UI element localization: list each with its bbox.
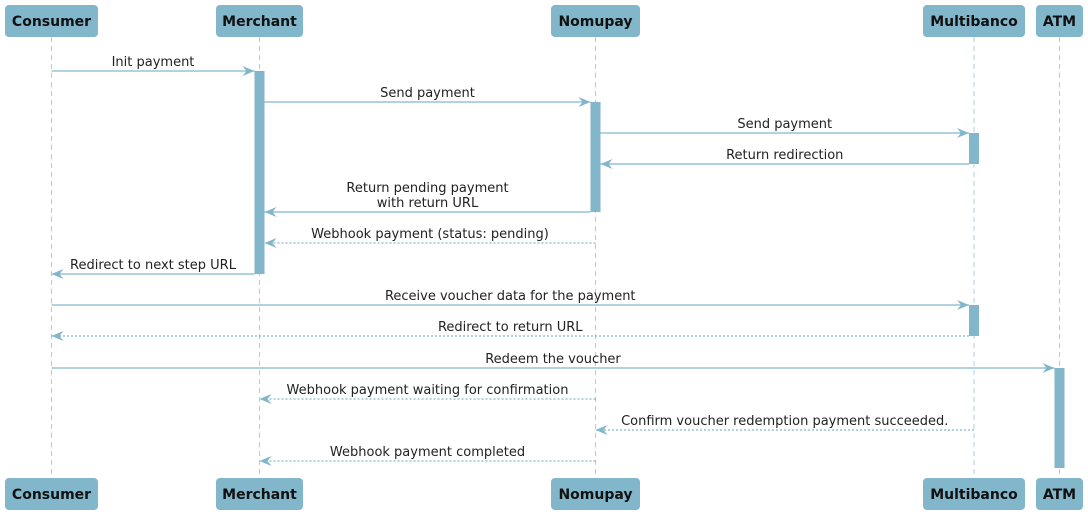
participant-box <box>923 478 1025 510</box>
arrowhead-icon <box>259 394 272 404</box>
message-4: Return redirection <box>600 148 969 169</box>
participant-multibanco-top: Multibanco <box>923 5 1025 37</box>
participant-label: Multibanco <box>930 14 1018 30</box>
participant-label: Consumer <box>12 14 91 30</box>
participant-merchant-top: Merchant <box>216 5 303 37</box>
arrowhead-icon <box>600 159 613 169</box>
message-label: Send payment <box>737 117 832 132</box>
arrowhead-icon <box>595 425 608 435</box>
message-label: Webhook payment waiting for confirmation <box>287 383 569 398</box>
participant-label: ATM <box>1043 487 1076 503</box>
participant-label: Merchant <box>222 14 297 30</box>
participant-merchant-bottom: Merchant <box>216 478 303 510</box>
participant-label: Merchant <box>222 487 297 503</box>
message-8: Receive voucher data for the payment <box>51 289 969 310</box>
arrowhead-icon <box>957 300 969 310</box>
message-7: Redirect to next step URL <box>51 258 255 279</box>
participant-label: ATM <box>1043 14 1076 30</box>
participant-nomupay-bottom: Nomupay <box>551 478 640 510</box>
message-11: Webhook payment waiting for confirmation <box>259 383 596 404</box>
participant-box <box>5 478 98 510</box>
participant-label: Multibanco <box>930 487 1018 503</box>
arrowhead-icon <box>51 269 64 279</box>
participant-atm-top: ATM <box>1036 5 1083 37</box>
arrowhead-icon <box>51 331 64 341</box>
message-label: Return redirection <box>726 148 843 163</box>
activation-bar-multibanco <box>969 133 979 164</box>
message-label: Redirect to next step URL <box>70 258 237 273</box>
activation-bar-multibanco <box>969 305 979 336</box>
message-label: Redeem the voucher <box>485 352 621 367</box>
message-label: Init payment <box>112 55 195 70</box>
message-6: Webhook payment (status: pending) <box>264 227 596 248</box>
message-label: Webhook payment completed <box>330 445 525 460</box>
message-label: with return URL <box>377 196 479 211</box>
arrowhead-icon <box>259 456 272 466</box>
message-label: Webhook payment (status: pending) <box>311 227 549 242</box>
message-label: Send payment <box>380 86 475 101</box>
participant-label: Consumer <box>12 487 91 503</box>
arrowhead-icon <box>264 207 277 217</box>
participant-box <box>1036 478 1083 510</box>
message-2: Send payment <box>264 86 591 107</box>
message-3: Send payment <box>600 117 969 138</box>
message-10: Redeem the voucher <box>51 352 1055 373</box>
activation-bar-atm <box>1054 368 1065 468</box>
arrowhead-icon <box>578 97 591 107</box>
participant-multibanco-bottom: Multibanco <box>923 478 1025 510</box>
participant-consumer-bottom: Consumer <box>5 478 98 510</box>
activation-bar-nomupay <box>590 102 601 212</box>
participant-box <box>216 5 303 37</box>
participant-label: Nomupay <box>558 14 632 30</box>
participant-box <box>551 5 640 37</box>
participant-atm-bottom: ATM <box>1036 478 1083 510</box>
participant-box <box>1036 5 1083 37</box>
participant-box <box>923 5 1025 37</box>
arrowhead-icon <box>264 238 277 248</box>
message-13: Webhook payment completed <box>259 445 596 466</box>
arrowhead-icon <box>242 66 255 76</box>
participant-box <box>5 5 98 37</box>
participant-label: Nomupay <box>558 487 632 503</box>
arrowhead-icon <box>957 128 969 138</box>
message-label: Redirect to return URL <box>438 320 583 335</box>
participant-nomupay-top: Nomupay <box>551 5 640 37</box>
participant-consumer-top: Consumer <box>5 5 98 37</box>
arrowhead-icon <box>1042 363 1055 373</box>
message-label: Confirm voucher redemption payment succe… <box>621 414 948 429</box>
activation-bar-merchant <box>254 71 265 274</box>
message-12: Confirm voucher redemption payment succe… <box>595 414 974 435</box>
message-1: Init payment <box>51 55 255 76</box>
message-9: Redirect to return URL <box>51 320 969 341</box>
participant-box <box>551 478 640 510</box>
message-label: Receive voucher data for the payment <box>385 289 636 304</box>
message-label: Return pending payment <box>346 181 508 196</box>
participant-box <box>216 478 303 510</box>
